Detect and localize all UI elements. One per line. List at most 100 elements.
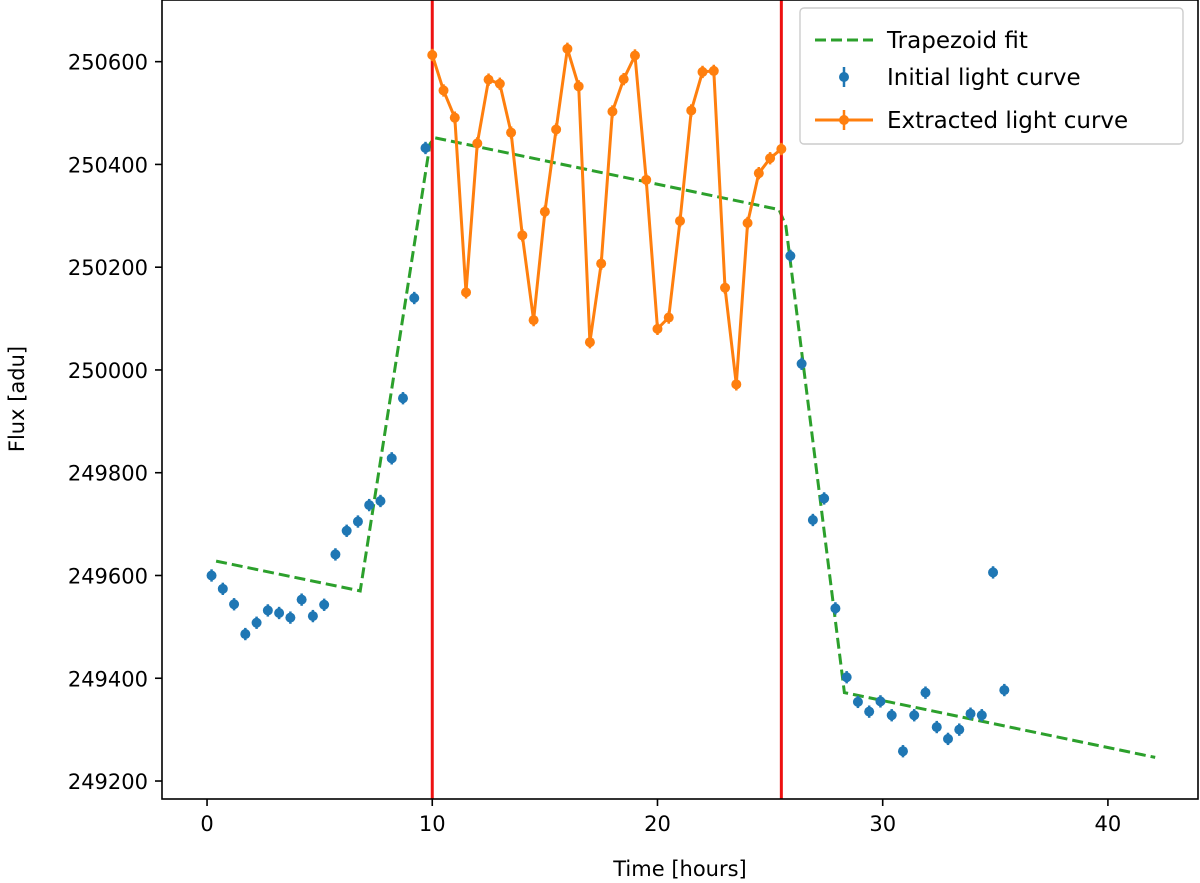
extracted-light-curve-marker [449, 112, 460, 123]
initial-light-curve-point [341, 524, 352, 537]
initial-light-curve-point [841, 671, 852, 684]
extracted-light-curve-marker [708, 65, 719, 76]
x-tick-label: 20 [644, 812, 671, 836]
initial-light-curve-marker [807, 514, 818, 525]
trapezoid-fit-line [215, 136, 1156, 759]
initial-light-curve-marker [285, 612, 296, 623]
extracted-light-curve-marker [472, 138, 483, 149]
initial-light-curve-marker [217, 583, 228, 594]
initial-light-curve-marker [364, 500, 375, 511]
legend-box [799, 7, 1184, 145]
extracted-light-curve-point [596, 257, 607, 270]
y-tick-label: 249200 [68, 770, 148, 794]
initial-light-curve-marker [240, 629, 251, 640]
initial-light-curve-point [262, 604, 273, 617]
initial-light-curve-marker [830, 603, 841, 614]
initial-light-curve-point [785, 249, 796, 263]
extracted-light-curve-point [765, 152, 776, 165]
initial-light-curve-point [274, 606, 285, 620]
x-axis-title: Time [hours] [612, 857, 747, 881]
extracted-light-curve-point [629, 49, 640, 62]
extracted-light-curve-marker [618, 74, 629, 85]
extracted-light-curve-marker [562, 43, 573, 54]
initial-light-curve-marker [931, 722, 942, 733]
initial-light-curve-marker [886, 710, 897, 721]
initial-light-curve-point [988, 566, 999, 579]
initial-light-curve-marker [251, 617, 262, 628]
initial-light-curve-marker [352, 516, 363, 527]
extracted-light-curve-marker [731, 379, 742, 390]
initial-light-curve-marker [841, 672, 852, 683]
extracted-light-curve-marker [607, 106, 618, 117]
initial-light-curve-point [397, 392, 408, 405]
initial-light-curve-point [807, 513, 818, 527]
extracted-light-curve-point [731, 378, 742, 391]
legend: Trapezoid fit Initial light curve Extrac… [799, 7, 1184, 145]
initial-light-curve-marker [386, 453, 397, 464]
extracted-light-curve-point [720, 281, 731, 294]
extracted-light-curve-marker [517, 230, 528, 241]
initial-light-curve-marker [375, 495, 386, 506]
extracted-light-curve-point [618, 72, 629, 86]
extracted-light-curve-marker [427, 49, 438, 60]
initial-light-curve-point [875, 695, 886, 708]
extracted-light-curve-point [427, 48, 438, 62]
initial-light-curve-marker [852, 696, 863, 707]
initial-light-curve-point [240, 627, 251, 641]
initial-light-curve-marker [999, 685, 1010, 696]
extracted-light-curve-point [697, 65, 708, 79]
initial-light-curve-marker [206, 570, 217, 581]
extracted-light-curve-marker [675, 215, 685, 226]
extracted-light-curve-point [652, 322, 663, 336]
initial-light-curve-point [931, 720, 942, 734]
initial-light-curve-marker [819, 493, 830, 504]
extracted-light-curve-point [686, 104, 697, 117]
initial-light-curve-point [319, 598, 330, 611]
initial-light-curve-marker [229, 599, 240, 610]
initial-light-curve-marker [897, 746, 908, 757]
initial-light-curve-point [307, 609, 318, 623]
initial-light-curve-marker [988, 567, 999, 578]
extracted-light-curve-point [753, 166, 764, 180]
y-axis-title: Flux [adu] [5, 346, 29, 452]
extracted-light-curve-marker [551, 124, 562, 135]
initial-light-curve-point [409, 291, 420, 305]
extracted-light-curve-point [461, 286, 472, 299]
initial-light-curve-marker [864, 706, 875, 717]
extracted-light-curve-marker [697, 66, 708, 77]
extracted-light-curve-marker [494, 78, 505, 89]
extracted-light-curve-point [776, 142, 787, 156]
initial-light-curve-point [909, 709, 920, 722]
y-tick-label: 250200 [68, 256, 148, 280]
extracted-light-curve-point [641, 173, 652, 187]
initial-light-curve-marker [875, 696, 886, 707]
extracted-light-curve-point [438, 84, 449, 97]
extracted-light-curve-point [573, 80, 584, 93]
extracted-light-curve-point [449, 111, 460, 124]
initial-light-curve-marker [409, 293, 420, 304]
initial-light-curve-marker [274, 607, 285, 618]
extracted-light-curve-point [708, 64, 719, 78]
x-tick-label: 30 [869, 812, 896, 836]
extracted-light-curve-marker [720, 282, 731, 293]
extracted-light-curve-marker [584, 337, 595, 348]
initial-light-curve-marker [943, 733, 954, 744]
initial-light-curve-marker [954, 724, 965, 735]
initial-light-curve-point [296, 593, 307, 606]
extracted-light-curve-marker [765, 153, 776, 164]
y-tick-label: 250400 [68, 153, 148, 177]
extracted-light-curve-point [517, 229, 528, 242]
initial-light-curve-point [330, 548, 341, 561]
extracted-light-curve-marker [776, 144, 787, 155]
initial-light-curve-point [965, 707, 976, 720]
trapezoid-fit-layer [215, 136, 1156, 759]
initial-light-curve-point [285, 611, 296, 624]
extracted-light-curve-marker [652, 323, 663, 334]
extracted-light-curve-point [551, 123, 562, 136]
initial-light-curve-marker [976, 710, 987, 721]
x-tick-label: 10 [419, 812, 446, 836]
initial-light-curve-point [999, 683, 1010, 697]
legend-trapezoid-fit-label: Trapezoid fit [886, 28, 1028, 54]
extracted-light-curve-point [607, 105, 618, 118]
initial-light-curve-marker [296, 594, 307, 605]
